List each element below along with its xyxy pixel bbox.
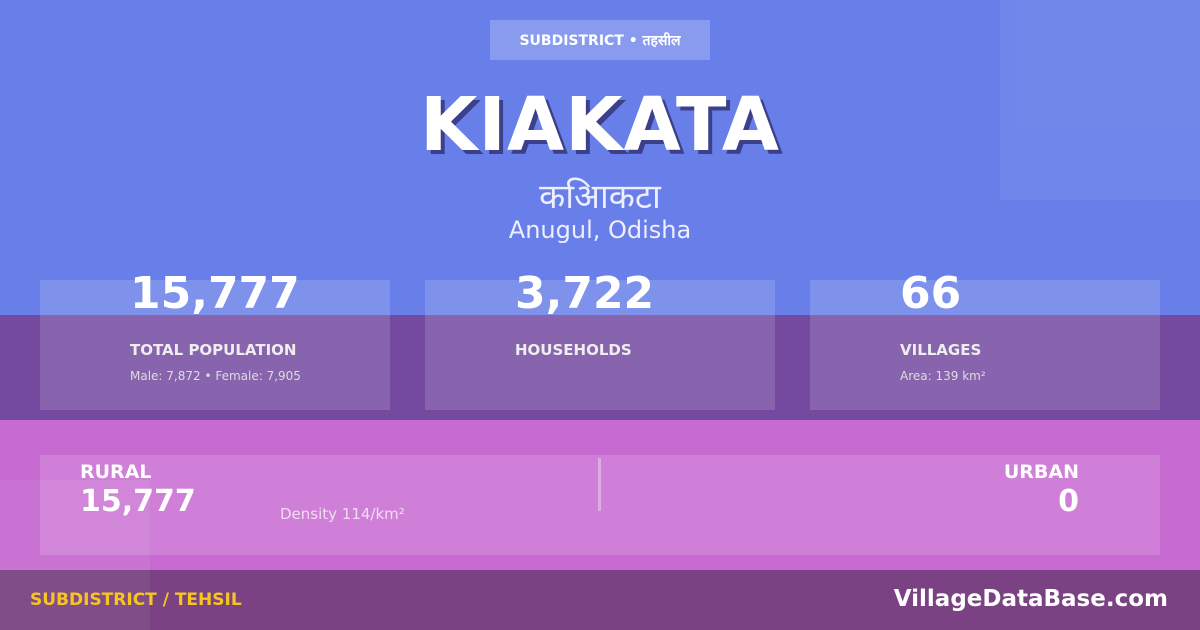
rural-urban-panel: [40, 455, 1160, 555]
rural-value: 15,777: [80, 484, 196, 519]
title-hindi: कआिकटा: [539, 177, 661, 217]
stat-label: VILLAGES: [900, 341, 982, 359]
type-badge: SUBDISTRICT • तहसील: [490, 20, 710, 60]
footer-band: [0, 570, 1200, 630]
location: Anugul, Odisha: [508, 216, 692, 244]
page-title: KIAKATA: [419, 82, 781, 168]
urban-value: 0: [1058, 484, 1079, 519]
stat-label: HOUSEHOLDS: [515, 341, 632, 359]
urban-label: URBAN: [1003, 461, 1079, 483]
stat-value: 3,722: [515, 268, 655, 319]
rural-label: RURAL: [80, 461, 152, 483]
stat-sub: Area: 139 km²: [900, 369, 986, 383]
decor-square: [0, 480, 150, 630]
decor-square: [1000, 0, 1200, 200]
stat-card-households: 3,722 HOUSEHOLDS: [425, 268, 775, 410]
rural-urban-band: [0, 420, 1200, 570]
density: Density 114/km²: [280, 505, 405, 523]
stat-card-villages: 66 VILLAGES Area: 139 km²: [810, 268, 1160, 410]
stats-band: [0, 315, 1200, 420]
stat-value: 66: [900, 268, 962, 319]
divider: [598, 458, 601, 511]
stat-label: TOTAL POPULATION: [130, 341, 297, 359]
stat-sub: Male: 7,872 • Female: 7,905: [130, 369, 301, 383]
header-band: [0, 0, 1200, 315]
stat-value: 15,777: [130, 268, 300, 319]
site-name: VillageDataBase.com: [893, 586, 1168, 612]
stat-card-population: 15,777 TOTAL POPULATION Male: 7,872 • Fe…: [40, 268, 390, 410]
footer-type: SUBDISTRICT / TEHSIL: [30, 590, 242, 610]
